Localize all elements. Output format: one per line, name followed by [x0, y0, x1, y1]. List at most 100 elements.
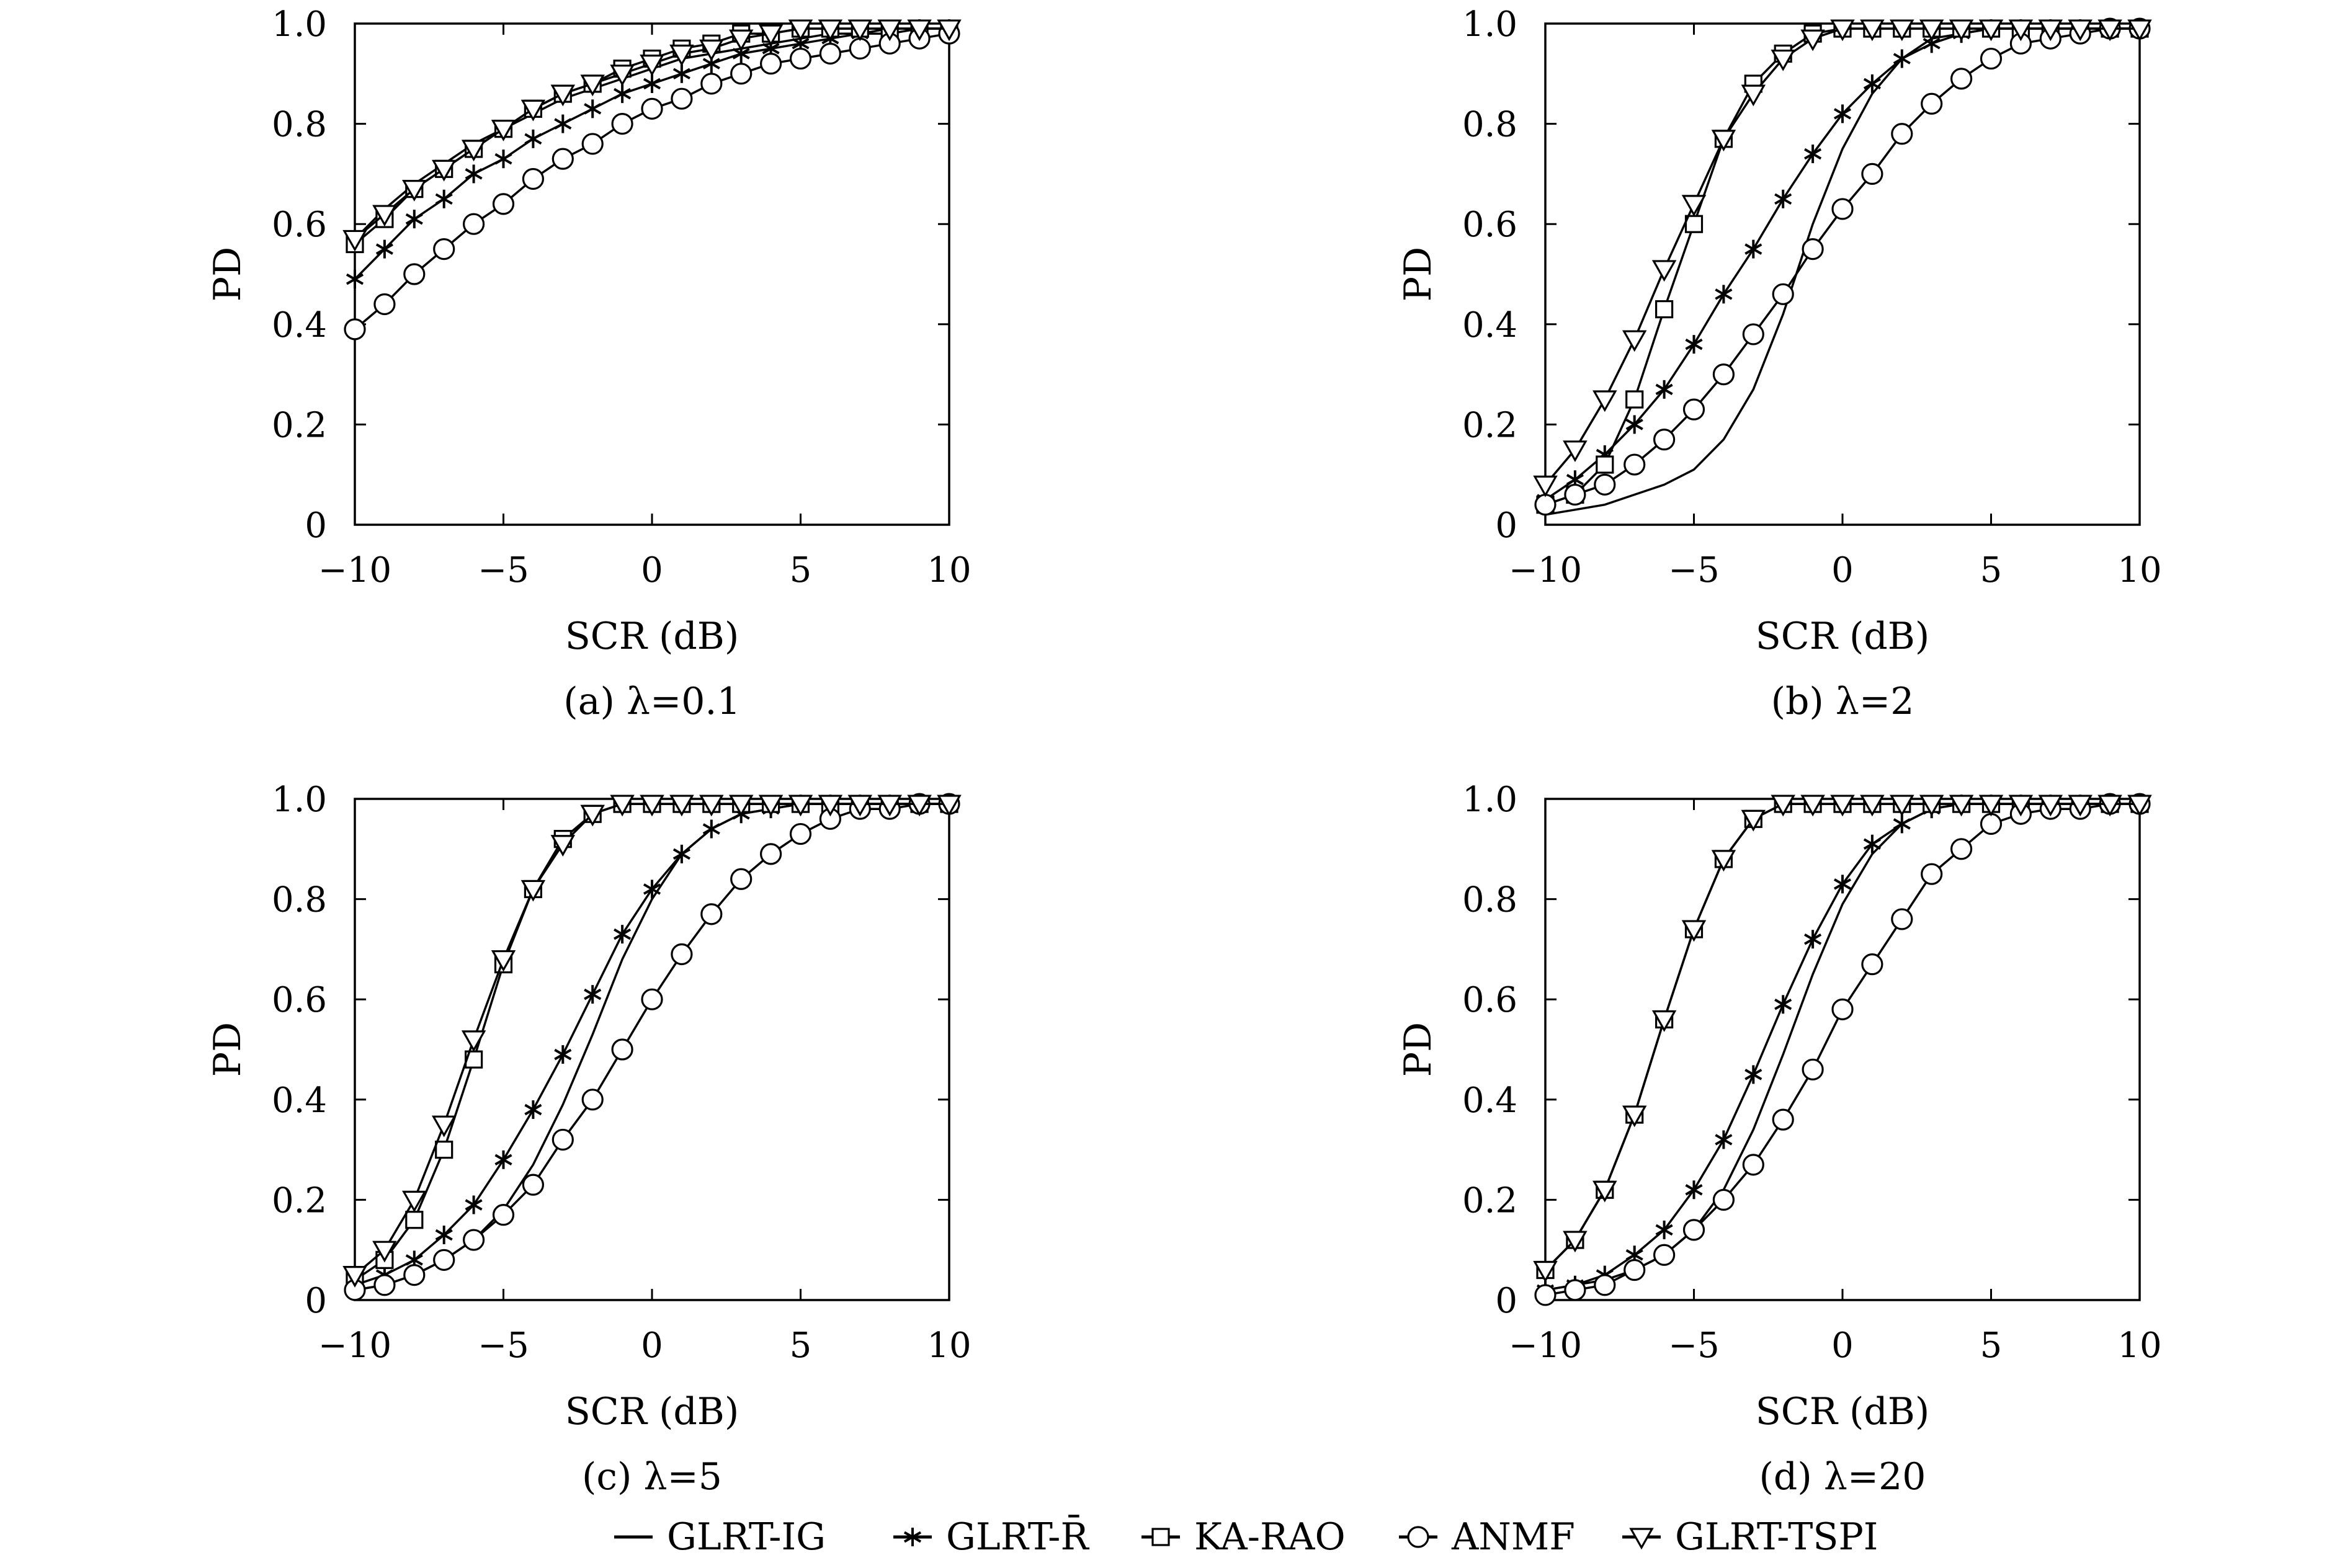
data-point [1800, 29, 1825, 51]
y-tick-label: 0.8 [1462, 880, 1517, 920]
data-point [492, 193, 515, 215]
series-line [1544, 803, 2140, 1271]
data-point [819, 42, 842, 65]
legend-item: KA-RAO [1141, 1515, 1346, 1559]
data-point [1978, 19, 2004, 42]
data-point [1564, 1279, 1586, 1301]
data-point [1921, 863, 1943, 885]
y-tick-label: 0.2 [1462, 1180, 1517, 1221]
data-point [2008, 795, 2034, 817]
panel-caption: (b) λ=2 [1771, 680, 1914, 723]
data-point [1802, 1058, 1824, 1080]
data-point [641, 988, 663, 1010]
data-point [702, 819, 720, 839]
chart-panel-3: −10 −5 0 5 10 0 0.2 0.4 0.6 0.8 1.0 SCR (dB) PD (d) λ… [1396, 780, 2162, 1499]
data-point [2068, 19, 2093, 42]
data-point [1625, 390, 1644, 409]
data-point [584, 985, 602, 1004]
data-point [1625, 415, 1643, 434]
data-point [1563, 1231, 1588, 1253]
data-point [465, 164, 483, 184]
data-point [1533, 1260, 1558, 1283]
data-point [580, 804, 605, 827]
chart-panel-1: −10 −5 0 5 10 0 0.2 0.4 0.6 0.8 1.0 SCR (dB) PD (b) λ… [1396, 4, 2162, 723]
legend-item: ANMF [1399, 1515, 1575, 1559]
data-point [581, 1089, 604, 1111]
y-tick-label: 0.4 [1462, 1080, 1517, 1121]
data-point [435, 189, 453, 208]
series-square [1536, 19, 2149, 514]
data-point [1772, 1108, 1794, 1131]
x-axis-label: SCR (dB) [1756, 1390, 1930, 1433]
x-axis-label: SCR (dB) [1756, 615, 1930, 658]
data-point [1950, 838, 1973, 860]
data-point [1622, 330, 1647, 352]
data-point [1711, 130, 1736, 152]
data-point [524, 129, 542, 148]
data-point [1592, 1180, 1617, 1203]
data-point [818, 19, 843, 42]
data-point [550, 835, 576, 857]
x-tick-label: 0 [641, 550, 663, 590]
data-point [759, 843, 782, 865]
series-line [354, 803, 949, 1291]
data-point [433, 238, 455, 261]
data-point [580, 74, 605, 97]
series-line [354, 803, 949, 1291]
data-point [1533, 475, 1558, 497]
data-point [520, 880, 546, 902]
x-tick-label: 0 [1831, 550, 1854, 590]
data-point [1771, 49, 1795, 71]
legend-label: GLRT-IG [667, 1515, 826, 1559]
data-point [1594, 1274, 1616, 1296]
series-circle [1534, 17, 2151, 516]
data-point [1655, 1220, 1673, 1239]
data-point [550, 84, 576, 107]
data-point [462, 1229, 485, 1251]
data-point [759, 53, 782, 75]
series-triangle [342, 19, 962, 252]
data-point [640, 55, 664, 76]
legend-label: GLRT-TSPI [1675, 1515, 1878, 1559]
series-circle [1534, 793, 2151, 1306]
y-tick-label: 0.2 [272, 1180, 327, 1221]
data-point [435, 1140, 453, 1159]
plot-frame [354, 798, 950, 1301]
data-point [937, 19, 962, 42]
data-point [1774, 189, 1792, 208]
data-point [433, 1249, 455, 1271]
data-point [1742, 323, 1764, 345]
data-point [1715, 1130, 1733, 1149]
data-point [1921, 92, 1943, 115]
data-point [1831, 198, 1854, 220]
data-point [669, 795, 694, 817]
data-point [610, 65, 635, 87]
y-tick-label: 1.0 [272, 780, 327, 820]
data-point [1861, 163, 1883, 185]
y-tick-label: 0.2 [272, 405, 327, 445]
data-point [494, 149, 512, 169]
data-point [699, 795, 724, 817]
y-axis-label: PD [1396, 1022, 1440, 1077]
data-point [405, 1211, 424, 1229]
data-point [1980, 47, 2003, 70]
data-point [584, 99, 602, 118]
legend-marker [1151, 1528, 1170, 1546]
panel-caption: (a) λ=0.1 [563, 680, 740, 723]
data-point [672, 64, 690, 83]
legend-item: GLRT-R̄ [893, 1515, 1089, 1559]
data-point [758, 24, 784, 47]
legend-item: GLRT-IG [614, 1515, 826, 1559]
data-point [1563, 440, 1588, 463]
data-point [375, 239, 393, 259]
data-point [1891, 908, 1913, 930]
data-point [346, 270, 364, 289]
data-point [849, 37, 871, 60]
data-point [1833, 104, 1852, 123]
data-point [1715, 285, 1733, 304]
data-point [1564, 483, 1586, 506]
data-point [1624, 453, 1646, 476]
data-point [520, 99, 546, 122]
data-point [552, 1128, 574, 1151]
